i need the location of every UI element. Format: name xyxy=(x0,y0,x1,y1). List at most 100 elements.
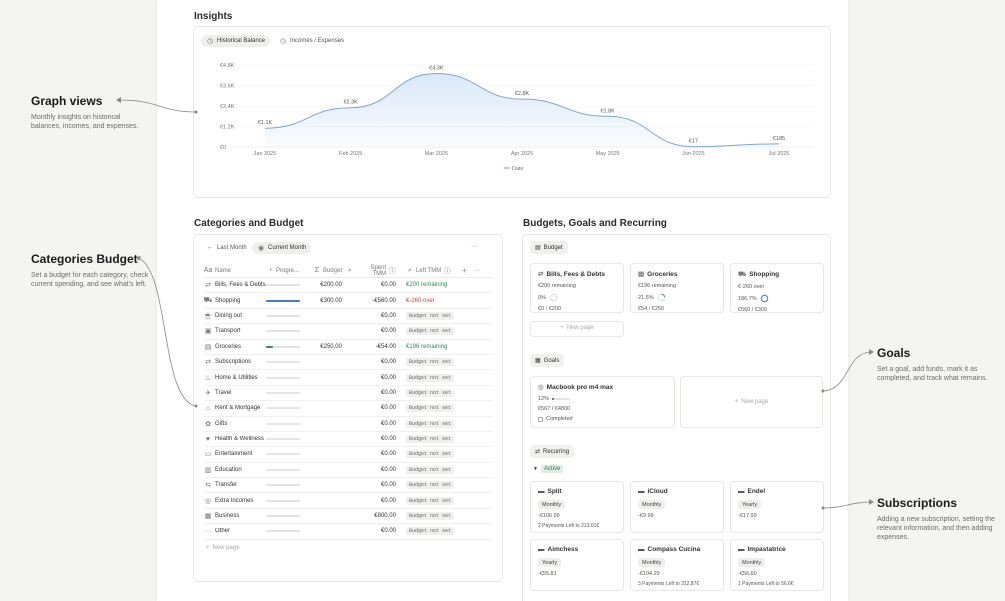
spent-value: €0.00 xyxy=(380,436,396,443)
budget-new-page-button[interactable]: + New page xyxy=(530,321,624,337)
legend-label: Date xyxy=(512,166,524,172)
goal-completed-checkbox[interactable] xyxy=(538,416,543,422)
spent-value: -€560.00 xyxy=(372,297,396,304)
col-left[interactable]: ⌕ Left TMM ⓘ xyxy=(402,266,462,276)
budget-card[interactable]: ⇄ Bills, Fees & Debts €200 remaining 0% €… xyxy=(530,263,624,313)
x-tick-label: Jun 2025 xyxy=(682,151,705,157)
active-group-toggle[interactable]: ▼ Active xyxy=(533,465,564,473)
x-tick-label: Mar 2025 xyxy=(425,151,448,157)
budget-not-set-badge: Budget not set xyxy=(406,496,455,505)
new-page-label: New page xyxy=(212,544,240,551)
table-row[interactable]: ◎ Extra Incomes €0.00 Budget not set xyxy=(204,493,493,509)
more-columns-icon[interactable]: ··· xyxy=(474,267,481,274)
more-options-icon[interactable]: ··· xyxy=(471,243,478,250)
tab-label: Current Month xyxy=(268,245,307,251)
new-page-button[interactable]: + New page xyxy=(204,545,493,551)
category-name: Groceries xyxy=(215,343,242,350)
goals-section-label[interactable]: ▦ Goals xyxy=(530,354,565,367)
category-name: Transport xyxy=(215,328,241,335)
subscription-note: 2 Payments Left to 213.01€ xyxy=(538,523,600,529)
table-row[interactable]: ⌂ Rent & Mortgage €0.00 Budget not set xyxy=(204,401,493,417)
budget-card-name: Bills, Fees & Debts xyxy=(546,270,605,278)
category-icon: ⇄ xyxy=(205,282,211,290)
table-row[interactable]: ♨ Home & Utilities €0.00 Budget not set xyxy=(204,370,493,386)
goal-card[interactable]: ◎ Macbook pro m4 max 12% €567 / €4800 Com… xyxy=(530,376,675,428)
budget-not-set-badge: Budget not set xyxy=(406,527,455,536)
grid-icon: ▦ xyxy=(535,358,541,364)
table-row[interactable]: ⇆ Transfer €0.00 Budget not set xyxy=(204,478,493,494)
subscription-card[interactable]: ▬ Split Monthly -€106.99 2 Payments Left … xyxy=(530,481,624,533)
budget-card[interactable]: ▤ Groceries €196 remaining 21.6% €54 / €2… xyxy=(630,263,724,313)
category-icon: ▥ xyxy=(204,466,212,474)
budget-not-set-badge: Budget not set xyxy=(406,373,455,382)
col-spent[interactable]: ⌕ Spent TMM ⓘ xyxy=(346,265,402,277)
budget-section-label[interactable]: ▤ Budget xyxy=(530,241,568,254)
table-body: ⇄ Bills, Fees & Debts €200.00 €0.00 €200 … xyxy=(204,278,493,540)
category-icon: ♥ xyxy=(205,435,211,443)
subscription-card[interactable]: ▬ iCloud Monthly -€9.99 xyxy=(630,481,724,533)
budget-card-status: €196 remaining xyxy=(638,283,676,289)
text-icon: Aa xyxy=(204,267,213,274)
progress-bar xyxy=(266,330,300,333)
table-row[interactable]: ▭ Entertainment €0.00 Budget not set xyxy=(204,447,493,463)
x-tick-label: Jan 2025 xyxy=(254,151,277,157)
goal-new-page-button[interactable]: + New page xyxy=(680,376,823,428)
table-row[interactable]: ··· Other €0.00 Budget not set xyxy=(204,524,493,540)
plus-icon: + xyxy=(560,325,564,331)
progress-bar xyxy=(266,499,300,502)
insights-card: ◷ Historical Balance ◷ Incomes / Expense… xyxy=(193,26,831,198)
budget-card-status: €-260 over xyxy=(738,284,765,290)
budget-card[interactable]: ⛟ Shopping €-260 over 186.7% €560 / €300 xyxy=(730,263,824,313)
budget-not-set-badge: Budget not set xyxy=(406,481,455,490)
annotation-categories-budget: Categories Budget Set a budget for each … xyxy=(31,252,151,289)
table-row[interactable]: ☕ Dining out €0.00 Budget not set xyxy=(204,309,493,325)
subscription-card[interactable]: ▬ Aimchess Yearly -€55.81 xyxy=(530,539,624,591)
table-row[interactable]: ♥ Health & Wellness €0.00 Budget not set xyxy=(204,432,493,448)
table-row[interactable]: ⇄ Bills, Fees & Debts €200.00 €0.00 €200 … xyxy=(204,278,493,294)
data-label: €2.3K xyxy=(343,100,358,106)
table-row[interactable]: ✈ Travel €0.00 Budget not set xyxy=(204,386,493,402)
card-icon: ▬ xyxy=(538,546,545,553)
subscription-note: 1 Payments Left to 56.6€ xyxy=(738,581,794,587)
add-column-icon[interactable]: + xyxy=(462,266,467,275)
y-tick-label: €2.4K xyxy=(220,104,235,110)
table-row[interactable]: ⇄ Subscriptions €0.00 Budget not set xyxy=(204,355,493,371)
category-icon: ▦ xyxy=(204,513,212,521)
spent-value: €0.00 xyxy=(380,451,396,458)
col-name[interactable]: Aa Name xyxy=(204,267,266,274)
subscription-card[interactable]: ▬ Compass Cucina Monthly -€104.29 3 Payme… xyxy=(630,539,724,591)
table-row[interactable]: ▣ Transport €0.00 Budget not set xyxy=(204,324,493,340)
table-row[interactable]: ▤ Groceries €250.00 -€54.00 €196 remainin… xyxy=(204,340,493,355)
table-row[interactable]: ✿ Gifts €0.00 Budget not set xyxy=(204,417,493,432)
table-row[interactable]: ▦ Business €800.00 Budget not set xyxy=(204,509,493,525)
spent-value: €0.00 xyxy=(380,420,396,427)
spent-value: €0.00 xyxy=(380,466,396,473)
category-name: Gifts xyxy=(215,420,228,427)
categories-card: ← Last Month ◉ Current Month ··· Aa Name … xyxy=(193,234,503,582)
subscription-card[interactable]: ▬ Impastatrice Monthly -€56.60 1 Payments… xyxy=(730,539,824,591)
y-tick-label: €1.2K xyxy=(220,125,235,131)
category-name: Shopping xyxy=(215,297,241,304)
budget-not-set-badge: Budget not set xyxy=(406,404,455,413)
recurring-section-label[interactable]: ⇄ Recurring xyxy=(530,445,575,458)
spent-value: €0.00 xyxy=(380,282,396,289)
col-progress[interactable]: ◔ Progre... xyxy=(266,267,304,274)
card-icon: ▬ xyxy=(538,488,545,495)
tab-incomes-expenses[interactable]: ◷ Incomes / Expenses xyxy=(274,35,349,47)
tab-historical-balance[interactable]: ◷ Historical Balance xyxy=(201,35,271,47)
category-name: Health & Wellness xyxy=(215,436,264,443)
budget-card-percent: 0% xyxy=(538,294,546,301)
subscription-card[interactable]: ▬ Endel Yearly -€17.99 xyxy=(730,481,824,533)
category-icon: ▣ xyxy=(204,328,212,336)
table-row[interactable]: ▥ Education €0.00 Budget not set xyxy=(204,463,493,479)
search-icon: ⌕ xyxy=(347,266,352,274)
section-label: Recurring xyxy=(543,448,570,455)
bgr-card: ▤ Budget ⇄ Bills, Fees & Debts €200 remain… xyxy=(522,234,831,601)
budget-not-set-badge: Budget not set xyxy=(406,512,455,521)
table-row[interactable]: ⛟ Shopping €300.00 -€560.00 €-260 over xyxy=(204,293,493,309)
col-budget[interactable]: Σ Budget xyxy=(304,267,346,274)
spent-value: €0.00 xyxy=(380,312,396,319)
budget-card-percent: 186.7% xyxy=(738,295,757,302)
tab-current-month[interactable]: ◉ Current Month xyxy=(252,242,312,254)
tab-last-month[interactable]: ← Last Month xyxy=(201,242,252,253)
